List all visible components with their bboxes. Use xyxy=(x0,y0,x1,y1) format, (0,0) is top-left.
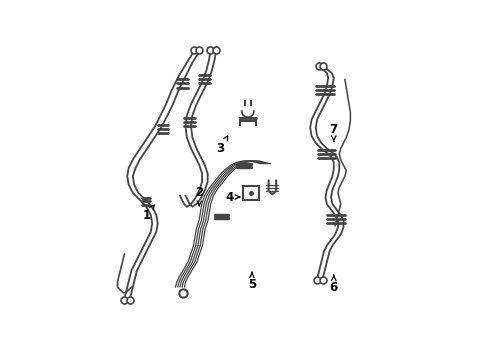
Text: 5: 5 xyxy=(247,272,256,291)
FancyBboxPatch shape xyxy=(243,186,259,201)
Text: 7: 7 xyxy=(329,123,337,141)
Text: 2: 2 xyxy=(195,186,203,206)
Text: 1: 1 xyxy=(142,205,154,221)
Text: 3: 3 xyxy=(216,136,227,155)
Text: 4: 4 xyxy=(225,190,240,203)
Text: 6: 6 xyxy=(329,275,337,294)
